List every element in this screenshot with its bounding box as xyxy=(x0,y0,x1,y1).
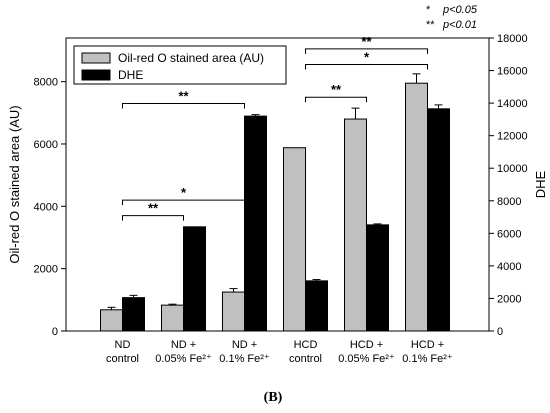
significance-bracket xyxy=(305,48,428,54)
left-tick-label: 4000 xyxy=(34,201,58,213)
legend-swatch xyxy=(81,52,111,64)
left-tick-label: 6000 xyxy=(34,139,58,151)
significance-bracket xyxy=(122,102,245,109)
significance-bracket xyxy=(122,215,184,221)
significance-bracket xyxy=(305,63,428,70)
significance-label: ** xyxy=(361,34,372,49)
note-text-1: p<0.05 xyxy=(442,4,478,16)
right-tick-label: 18000 xyxy=(497,33,528,45)
note-text-2: p<0.01 xyxy=(442,19,477,31)
bar-oil-red xyxy=(100,309,123,332)
significance-label: ** xyxy=(331,82,342,97)
category-label: ND xyxy=(115,339,131,351)
legend-label: Oil-red O stained area (AU) xyxy=(118,51,264,65)
left-tick-label: 8000 xyxy=(34,77,58,89)
category-label: HCD + xyxy=(350,339,383,351)
right-tick-label: 8000 xyxy=(497,196,521,208)
bar-oil-red xyxy=(405,82,428,332)
category-label: 0.1% Fe²⁺ xyxy=(402,353,453,365)
bar-dhe xyxy=(244,115,267,332)
significance-label: * xyxy=(364,49,370,64)
plot-frame xyxy=(65,37,490,332)
bar-dhe xyxy=(122,297,145,332)
category-label: ND + xyxy=(171,339,196,351)
right-tick-label: 2000 xyxy=(497,293,521,305)
category-label: HCD + xyxy=(411,339,444,351)
category-label: 0.05% Fe²⁺ xyxy=(155,353,212,365)
bar-dhe xyxy=(427,108,450,332)
right-tick-label: 6000 xyxy=(497,228,521,240)
plot-area: 0 2000 4000 6000 8000 0 2000 4000 6000 8000 10000 1… xyxy=(7,33,548,365)
significance-label: * xyxy=(181,185,187,200)
significance-bracket xyxy=(122,199,245,206)
bar-oil-red xyxy=(344,118,367,332)
category-label: control xyxy=(106,353,139,365)
bar-oil-red xyxy=(283,147,306,332)
left-axis-title: Oil-red O stained area (AU) xyxy=(7,105,22,263)
right-tick-label: 4000 xyxy=(497,261,521,273)
category-label: control xyxy=(289,353,322,365)
figure-caption: (B) xyxy=(264,390,283,405)
bar-oil-red xyxy=(222,291,245,332)
right-tick-label: 16000 xyxy=(497,66,528,78)
right-tick-label: 14000 xyxy=(497,98,528,110)
significance-notes: * p<0.05 ** p<0.01 xyxy=(426,4,478,31)
category-label: ND + xyxy=(232,339,257,351)
right-axis-title: DHE xyxy=(533,170,548,198)
right-tick-label: 10000 xyxy=(497,163,528,175)
bar-dhe xyxy=(183,226,206,332)
significance-label: ** xyxy=(178,88,189,103)
left-tick-label: 0 xyxy=(52,326,58,338)
right-tick-label: 0 xyxy=(497,326,503,338)
left-tick-label: 2000 xyxy=(34,264,58,276)
legend-label: DHE xyxy=(118,68,143,82)
legend-swatch xyxy=(81,69,111,81)
significance-bracket xyxy=(305,96,367,103)
category-label: 0.1% Fe²⁺ xyxy=(219,353,270,365)
significance-label: ** xyxy=(148,201,159,216)
note-star-2: ** xyxy=(426,19,435,31)
category-label: HCD xyxy=(294,339,318,351)
bar-dhe xyxy=(305,280,328,332)
right-tick-label: 12000 xyxy=(497,131,528,143)
category-label: 0.05% Fe²⁺ xyxy=(338,353,395,365)
bar-oil-red xyxy=(161,304,184,332)
bar-dhe xyxy=(366,224,389,332)
note-star-1: * xyxy=(426,4,431,16)
